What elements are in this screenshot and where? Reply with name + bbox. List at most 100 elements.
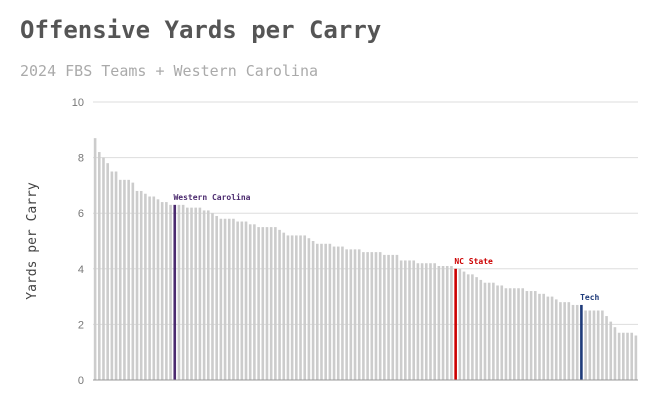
bar: [542, 293, 545, 380]
bar: [383, 254, 386, 380]
bar: [152, 196, 156, 380]
bar: [257, 227, 260, 380]
bar: [424, 263, 428, 380]
bar: [500, 285, 504, 380]
bar: [349, 249, 353, 380]
bar: [269, 227, 273, 380]
bar: [504, 288, 508, 380]
bar: [617, 332, 621, 380]
bar: [550, 296, 554, 380]
bar: [223, 218, 227, 380]
bar: [156, 199, 160, 380]
bar: [559, 302, 562, 380]
bar: [475, 277, 478, 380]
bar: [123, 179, 126, 380]
bar: [353, 249, 357, 380]
bar: [336, 246, 340, 380]
bar: [433, 263, 436, 380]
bar: [278, 229, 281, 380]
bar-highlight: [454, 268, 457, 380]
bar: [630, 332, 634, 380]
bar: [546, 296, 550, 380]
annotation-label: Western Carolina: [173, 192, 250, 202]
y-tick-label: 0: [78, 375, 84, 387]
bar: [211, 213, 214, 380]
bar: [148, 196, 151, 380]
y-axis-ticks: 0 2 4 6 8 10: [72, 97, 84, 387]
bar: [378, 252, 382, 380]
bar: [437, 266, 441, 380]
bar: [265, 227, 269, 380]
y-tick-label: 8: [78, 153, 84, 165]
bar: [236, 221, 239, 380]
bar: [299, 235, 302, 380]
bar: [450, 266, 453, 380]
bar: [596, 310, 600, 380]
bar: [416, 263, 420, 380]
bar: [584, 310, 587, 380]
bar: [307, 238, 311, 380]
bar: [177, 204, 181, 380]
bar: [622, 332, 625, 380]
bar: [517, 288, 520, 380]
bar: [194, 207, 198, 380]
bar: [529, 291, 533, 380]
bar: [290, 235, 294, 380]
bar: [554, 299, 558, 380]
bar: [613, 327, 617, 380]
y-tick-label: 6: [78, 208, 84, 220]
bar: [563, 302, 566, 380]
annotation-label: NC State: [454, 257, 493, 266]
bar: [370, 252, 374, 380]
bar: [118, 179, 122, 380]
bar: [508, 288, 512, 380]
bar: [186, 207, 189, 380]
bar: [538, 293, 541, 380]
bar: [274, 227, 277, 380]
bar: [471, 274, 474, 380]
bar: [429, 263, 432, 380]
bar: [206, 210, 210, 380]
bar: [399, 260, 403, 380]
bar: [609, 321, 613, 380]
bar: [248, 224, 252, 380]
annotations: Western Carolina NC State Tech: [173, 192, 599, 302]
bar: [244, 221, 248, 380]
bar: [181, 204, 185, 380]
bar: [169, 204, 172, 380]
bar: [483, 282, 487, 380]
chart-title: Offensive Yards per Carry: [20, 16, 382, 44]
bar: [97, 152, 101, 380]
bar: [441, 266, 445, 380]
bar: [282, 232, 286, 380]
bar: [139, 190, 143, 380]
bar: [328, 243, 332, 380]
bars: [93, 138, 638, 380]
y-tick-label: 10: [72, 97, 84, 109]
bar: [261, 227, 265, 380]
bar: [395, 254, 399, 380]
bar: [387, 254, 390, 380]
bar: [374, 252, 378, 380]
bar: [232, 218, 235, 380]
bar: [404, 260, 407, 380]
bar: [160, 202, 164, 380]
bar: [533, 291, 537, 380]
bar: [127, 179, 130, 380]
bar-highlight: [580, 304, 583, 380]
bar: [144, 193, 147, 380]
bar: [420, 263, 424, 380]
bar: [458, 268, 462, 380]
bar: [575, 304, 579, 380]
bar: [131, 182, 135, 380]
bar: [320, 243, 323, 380]
bar: [567, 302, 571, 380]
bar: [135, 190, 139, 380]
bar: [513, 288, 516, 380]
bar-highlight: [173, 204, 177, 380]
bar: [601, 310, 604, 380]
bar: [106, 163, 109, 380]
bar: [592, 310, 596, 380]
bar: [571, 304, 575, 380]
